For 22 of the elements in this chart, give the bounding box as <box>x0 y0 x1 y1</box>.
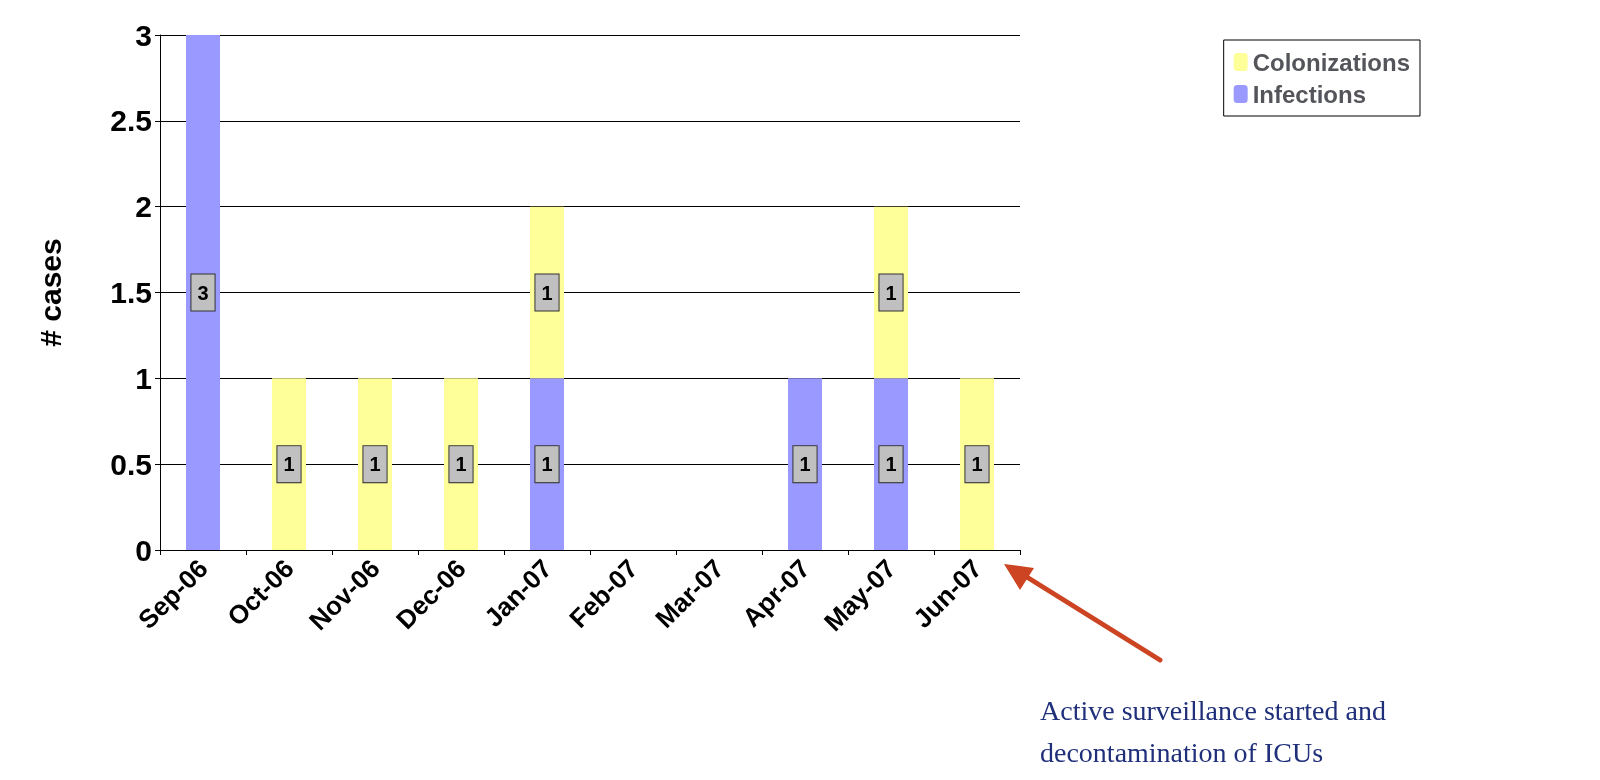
y-tick-label: 2.5 <box>110 104 152 138</box>
y-tick-label: 1 <box>135 361 152 395</box>
bar <box>186 35 220 550</box>
legend-label: Colonizations <box>1252 48 1410 76</box>
y-tick-label: 2 <box>135 190 152 224</box>
data-label: 1 <box>541 281 553 304</box>
data-label: 3 <box>197 281 209 304</box>
y-tick-label: 1.5 <box>110 276 152 309</box>
data-label: 1 <box>283 453 295 476</box>
data-label: 1 <box>885 281 897 304</box>
data-label: 1 <box>541 453 553 476</box>
data-label: 1 <box>971 453 983 476</box>
data-label: 1 <box>455 453 467 476</box>
legend-label: Infections <box>1252 80 1367 108</box>
y-tick-label: 0.5 <box>110 447 152 481</box>
y-axis-title: # cases <box>33 238 67 347</box>
data-label: 1 <box>369 453 381 476</box>
data-label: 1 <box>885 453 897 476</box>
y-tick-label: 0 <box>135 533 152 567</box>
y-tick-label: 3 <box>135 18 152 52</box>
data-label: 1 <box>799 453 811 476</box>
text: Active surveillance started and decontamination of ICUs <box>1040 694 1387 770</box>
